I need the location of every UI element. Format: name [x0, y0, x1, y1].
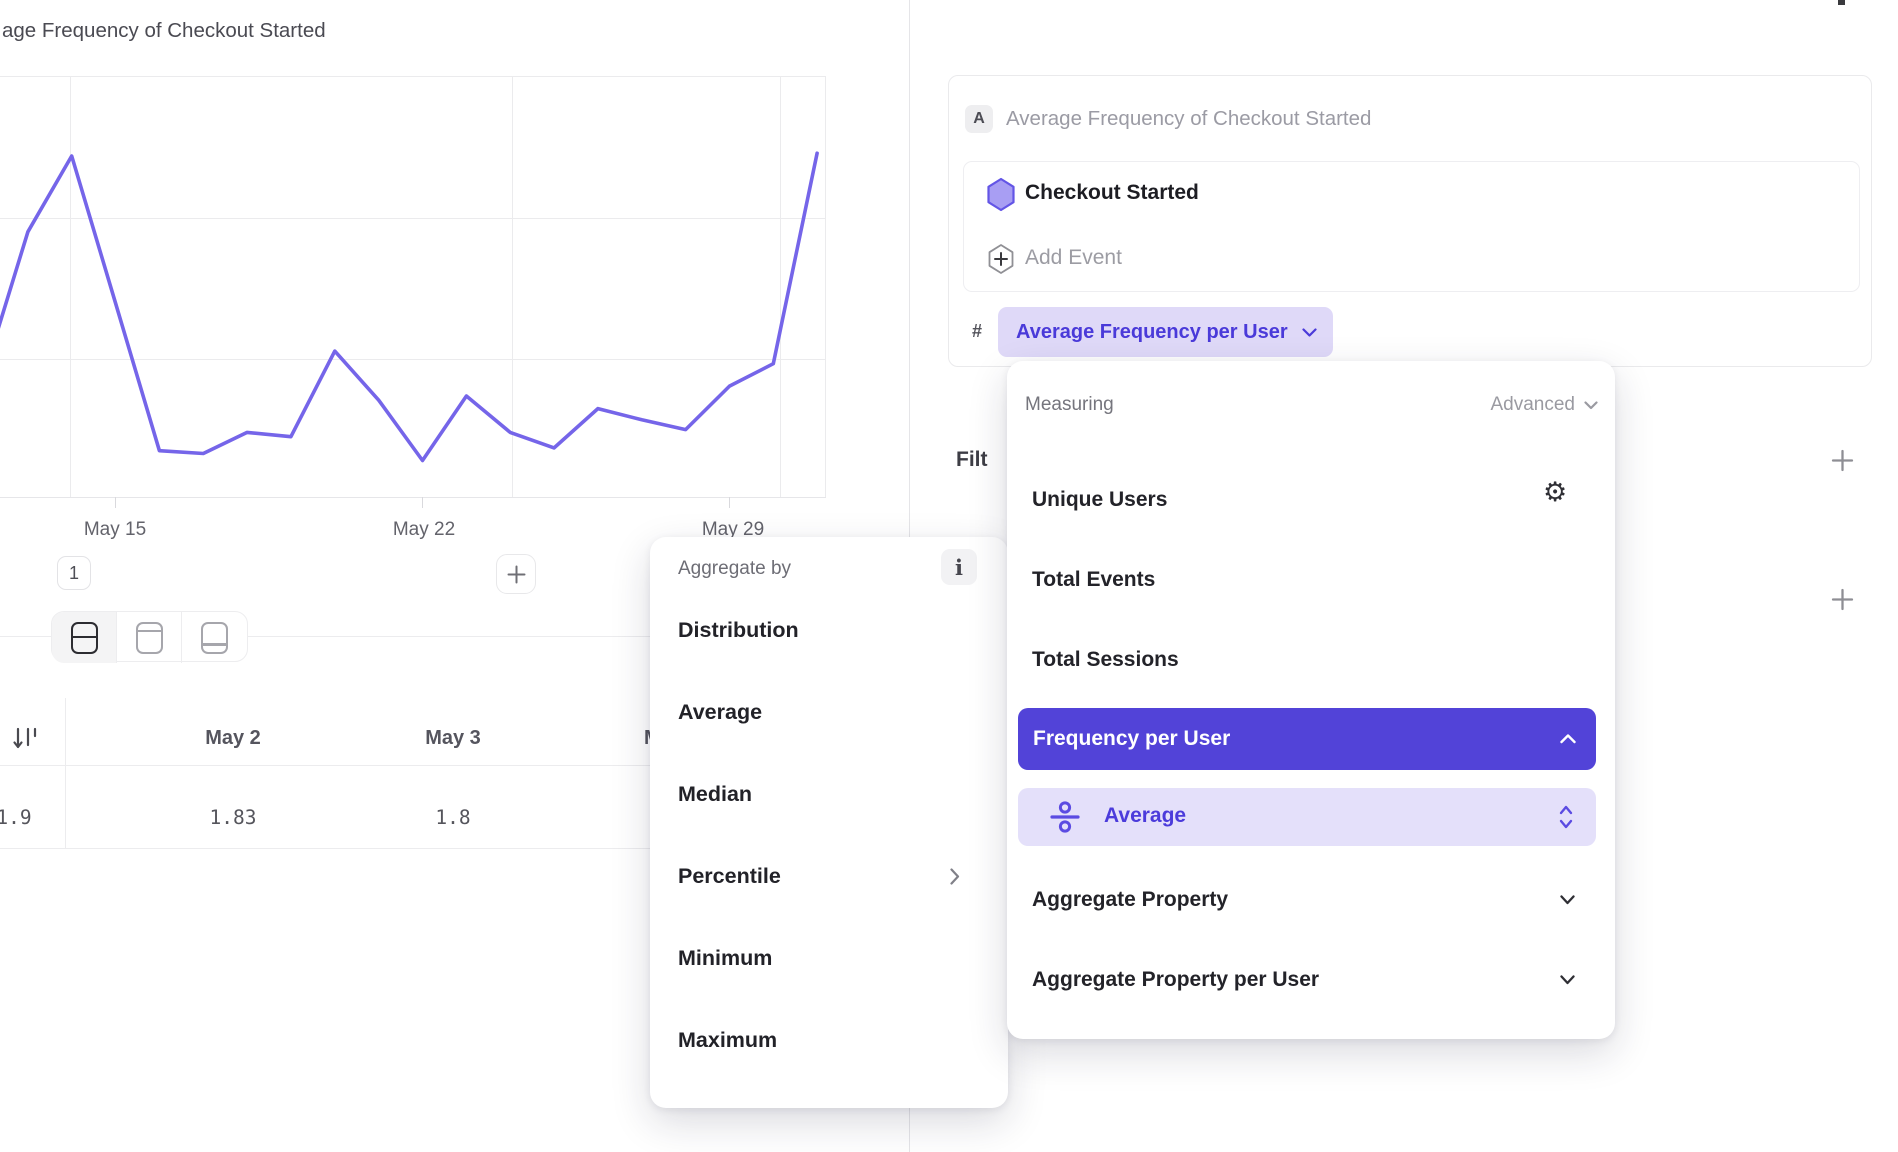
- measure-dropdown-trigger[interactable]: Average Frequency per User: [998, 307, 1333, 357]
- footer-bottom-icon: [201, 621, 228, 654]
- aggregate-by-menu: Aggregate by i Distribution Average Medi…: [650, 537, 1008, 1108]
- menu-item-aggregate-property[interactable]: Aggregate Property: [1032, 888, 1229, 911]
- add-chart-button[interactable]: [496, 554, 536, 594]
- layout-table-bottom-button[interactable]: [182, 612, 247, 663]
- interval-input[interactable]: 1: [57, 556, 91, 590]
- plus-icon: [1838, 0, 1845, 5]
- table-header-may3[interactable]: May 3: [425, 727, 481, 749]
- metrics-heading: Metrics: [948, 0, 1088, 5]
- selected-item-label: Frequency per User: [1033, 727, 1231, 750]
- layout-toggle-group: [51, 611, 248, 663]
- measure-hash: #: [972, 321, 983, 341]
- table-column-divider: [65, 698, 66, 848]
- add-event-hexagon-plus-icon: [988, 244, 1014, 274]
- add-filter-button[interactable]: [1831, 449, 1854, 472]
- average-divide-icon: [1050, 801, 1080, 833]
- layout-chart-top-button[interactable]: [117, 612, 182, 663]
- add-event-label: Add Event: [1025, 246, 1122, 269]
- table-header-border: [0, 765, 909, 766]
- panel-action-partial-icon[interactable]: [1838, 0, 1848, 5]
- x-tick-may15: May 15: [83, 519, 147, 540]
- chevron-right-icon: [950, 868, 960, 885]
- chevron-down-icon: [1584, 400, 1598, 409]
- menu-item-percentile[interactable]: Percentile: [678, 864, 781, 888]
- table-cell: 1.9: [0, 806, 32, 829]
- event-name: Checkout Started: [1025, 181, 1199, 204]
- metrics-heading-clip: Metrics: [948, 0, 1088, 7]
- measuring-label: Measuring: [1025, 394, 1114, 415]
- table-header-may2[interactable]: May 2: [205, 727, 261, 749]
- advanced-toggle[interactable]: Advanced: [1490, 394, 1598, 416]
- chevron-down-icon: [1560, 895, 1575, 905]
- menu-item-minimum[interactable]: Minimum: [678, 946, 773, 970]
- add-breakdown-button[interactable]: [1831, 588, 1854, 611]
- header-top-icon: [135, 621, 163, 654]
- chevron-down-icon: [1302, 327, 1317, 337]
- menu-item-aggregate-property-per-user[interactable]: Aggregate Property per User: [1032, 968, 1320, 991]
- event-row[interactable]: Checkout Started: [964, 162, 1859, 224]
- section-divider: [0, 636, 909, 637]
- table-row-border: [0, 848, 909, 849]
- frequency-chart: [0, 76, 826, 508]
- metric-badge: A: [965, 105, 993, 133]
- table-cell: 1.8: [435, 806, 471, 829]
- menu-item-frequency-per-user-selected[interactable]: Frequency per User: [1018, 708, 1596, 770]
- metric-card: A Average Frequency of Checkout Started …: [948, 75, 1872, 367]
- frequency-aggregation-select[interactable]: Average: [1018, 788, 1596, 846]
- info-badge[interactable]: i: [941, 549, 977, 585]
- menu-item-median[interactable]: Median: [678, 782, 753, 806]
- plus-icon: [507, 565, 525, 583]
- filter-heading: Filt: [956, 448, 988, 471]
- x-tick-may22: May 22: [392, 519, 456, 540]
- chevron-down-icon: [1560, 975, 1575, 985]
- measuring-menu: Measuring Advanced Unique Users ⚙ Total …: [1007, 361, 1615, 1039]
- table-cell: 1.83: [209, 806, 257, 829]
- add-event-row[interactable]: Add Event: [964, 228, 1859, 288]
- menu-item-average[interactable]: Average: [678, 700, 763, 724]
- menu-item-distribution[interactable]: Distribution: [678, 618, 799, 642]
- layout-split-button[interactable]: [52, 612, 117, 663]
- event-hexagon-icon: [987, 177, 1015, 212]
- metric-title-input[interactable]: Average Frequency of Checkout Started: [1006, 107, 1372, 130]
- event-card: Checkout Started Add Event: [963, 161, 1860, 292]
- menu-item-total-sessions[interactable]: Total Sessions: [1032, 648, 1179, 671]
- sort-column-icon[interactable]: [10, 724, 40, 754]
- menu-item-unique-users[interactable]: Unique Users: [1032, 488, 1168, 511]
- menu-item-total-events[interactable]: Total Events: [1032, 568, 1156, 591]
- gear-icon[interactable]: ⚙: [1543, 477, 1568, 507]
- advanced-label: Advanced: [1490, 394, 1575, 415]
- x-tick-may29: May 29: [701, 519, 765, 540]
- frequency-line: [0, 151, 819, 463]
- aggregate-by-label: Aggregate by: [678, 558, 792, 579]
- split-horizontal-icon: [70, 621, 98, 654]
- sub-item-label: Average: [1104, 804, 1187, 827]
- menu-item-maximum[interactable]: Maximum: [678, 1028, 778, 1052]
- measure-pill-label: Average Frequency per User: [1016, 320, 1288, 343]
- chevron-up-down-icon: [1559, 805, 1573, 829]
- chevron-up-icon: [1560, 734, 1576, 744]
- chart-title: age Frequency of Checkout Started: [2, 19, 326, 42]
